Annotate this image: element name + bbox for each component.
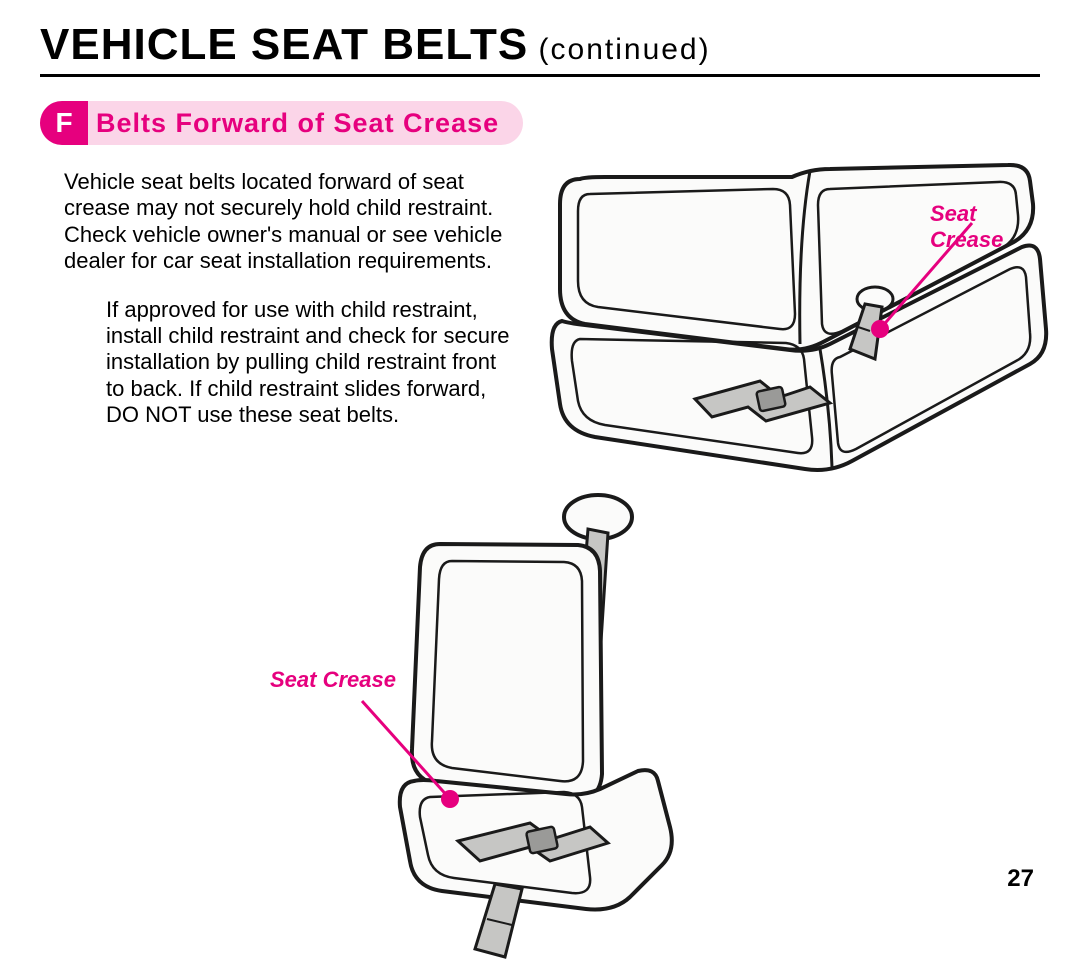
paragraph-2: If approved for use with child restraint… bbox=[64, 297, 510, 429]
page-number: 27 bbox=[1007, 865, 1034, 893]
figure-column: Seat Crease bbox=[540, 169, 1040, 451]
title-continued: (continued) bbox=[528, 33, 710, 66]
figure-single-seat: Seat Crease bbox=[290, 489, 710, 964]
section-letter: F bbox=[55, 107, 72, 139]
callout-seat-crease-1: Seat Crease bbox=[930, 201, 1050, 253]
section-pill: F Belts Forward of Seat Crease bbox=[40, 101, 1040, 145]
text-column: Vehicle seat belts located forward of se… bbox=[40, 169, 510, 451]
title-main: VEHICLE SEAT BELTS bbox=[40, 20, 528, 69]
page-title: VEHICLE SEAT BELTS (continued) bbox=[40, 46, 711, 63]
single-seat-svg bbox=[290, 489, 710, 959]
pill-icon: F bbox=[40, 101, 88, 145]
content-row: Vehicle seat belts located forward of se… bbox=[40, 169, 1040, 451]
pill-body: Belts Forward of Seat Crease bbox=[88, 101, 523, 145]
title-bar: VEHICLE SEAT BELTS (continued) bbox=[40, 20, 1040, 77]
figure-bench-seat: Seat Crease bbox=[530, 149, 1050, 514]
manual-page: VEHICLE SEAT BELTS (continued) F Belts F… bbox=[0, 0, 1080, 913]
callout-seat-crease-2: Seat Crease bbox=[270, 667, 396, 693]
section-heading: Belts Forward of Seat Crease bbox=[96, 108, 499, 139]
paragraph-1: Vehicle seat belts located forward of se… bbox=[64, 169, 510, 275]
